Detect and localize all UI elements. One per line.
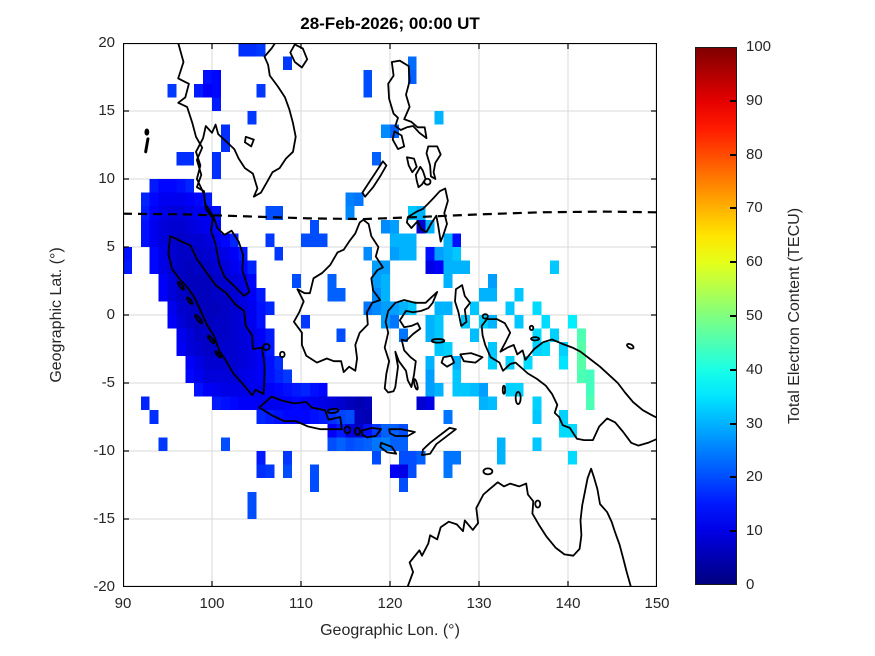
colorbar-tick-label: 30	[746, 414, 763, 432]
colorbar-tick-mark	[730, 99, 736, 102]
y-axis-label: Geographic Lat. (°)	[48, 247, 65, 383]
andaman-islands-mark	[144, 128, 150, 154]
colorbar-tick-label: 20	[746, 468, 763, 486]
tec-cells	[123, 43, 595, 519]
x-tick-label: 120	[377, 595, 403, 612]
colorbar-tick-label: 0	[746, 576, 755, 593]
axis-ticks	[123, 43, 657, 587]
colorbar-tick-mark	[730, 530, 736, 533]
colorbar-tick-mark	[730, 315, 736, 317]
x-tick-label: 90	[114, 595, 132, 612]
colorbar-tick-label: 60	[746, 253, 763, 271]
x-tick-label: 140	[555, 595, 581, 612]
colorbar-tick-mark	[730, 422, 736, 425]
plot-area	[123, 43, 657, 587]
y-tick-label: 5	[106, 238, 115, 255]
y-tick-label: -15	[93, 510, 115, 527]
y-tick-label: 0	[106, 306, 115, 323]
colorbar-label: Total Electron Content (TECU)	[786, 207, 803, 425]
x-tick-label: 100	[199, 595, 225, 612]
colorbar-tick-mark	[730, 153, 736, 156]
x-axis-label: Geographic Lon. (°)	[320, 622, 460, 639]
colorbar-tick-label: 90	[746, 91, 763, 109]
colorbar-tick-mark	[730, 207, 736, 210]
colorbar-tick-label: 50	[746, 307, 763, 324]
colorbar-tick-label: 40	[746, 360, 763, 378]
y-tick-label: 10	[98, 170, 115, 187]
colorbar-tick-mark	[730, 261, 736, 264]
colorbar-tick-label: 70	[746, 199, 763, 217]
colorbar-tick-mark	[730, 368, 736, 371]
y-tick-label: 20	[98, 34, 115, 51]
colorbar-tick-label: 10	[746, 522, 763, 540]
dip-equator-dashed-line	[123, 210, 657, 221]
y-tick-label: -10	[93, 442, 115, 459]
colorbar-tick-label: 80	[746, 145, 763, 163]
y-tick-label: -20	[93, 578, 115, 595]
coastline-map	[167, 43, 657, 587]
x-tick-label: 110	[289, 595, 313, 612]
colorbar-tick-mark	[730, 476, 736, 479]
chart-title: 28-Feb-2026; 00:00 UT	[300, 14, 480, 33]
y-tick-label: 15	[98, 102, 115, 119]
x-tick-label: 130	[466, 595, 492, 612]
x-tick-label: 150	[644, 595, 670, 612]
y-tick-label: -5	[101, 374, 115, 391]
colorbar-tick-label: 100	[746, 38, 772, 55]
